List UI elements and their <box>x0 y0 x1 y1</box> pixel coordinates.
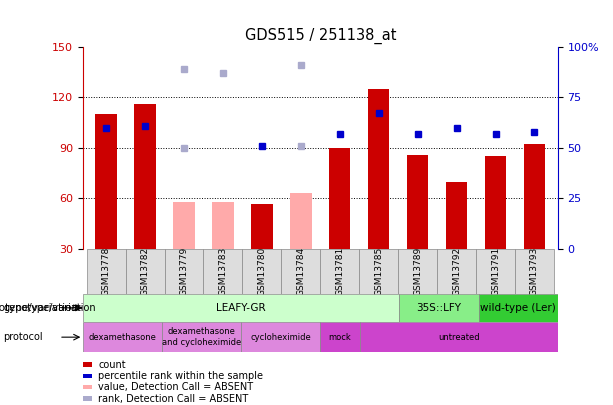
Text: protocol: protocol <box>3 332 43 342</box>
Text: value, Detection Call = ABSENT: value, Detection Call = ABSENT <box>98 382 253 392</box>
Text: GSM13789: GSM13789 <box>413 247 422 296</box>
Bar <box>321 249 359 294</box>
Bar <box>407 155 428 249</box>
Text: dexamethasone: dexamethasone <box>88 333 156 342</box>
Text: GSM13780: GSM13780 <box>257 247 267 296</box>
Text: LEAFY-GR: LEAFY-GR <box>216 303 266 313</box>
Bar <box>360 322 558 352</box>
Text: GSM13785: GSM13785 <box>374 247 383 296</box>
Text: percentile rank within the sample: percentile rank within the sample <box>98 371 263 381</box>
Text: dexamethasone
and cycloheximide: dexamethasone and cycloheximide <box>162 328 241 347</box>
Bar <box>368 89 389 249</box>
Bar <box>241 322 321 352</box>
Bar <box>359 249 398 294</box>
Text: wild-type (Ler): wild-type (Ler) <box>481 303 556 313</box>
Text: GSM13781: GSM13781 <box>335 247 345 296</box>
Bar <box>479 294 558 322</box>
Bar <box>162 322 241 352</box>
Bar <box>524 145 545 249</box>
Text: GSM13779: GSM13779 <box>180 247 189 296</box>
Bar <box>446 181 467 249</box>
Text: 35S::LFY: 35S::LFY <box>417 303 462 313</box>
Bar <box>290 194 311 249</box>
Bar <box>212 202 234 249</box>
Bar <box>476 249 515 294</box>
Text: GSM13784: GSM13784 <box>296 247 305 296</box>
Text: GSM13778: GSM13778 <box>102 247 110 296</box>
Bar <box>251 203 273 249</box>
Bar <box>86 249 126 294</box>
Text: GSM13791: GSM13791 <box>491 247 500 296</box>
Text: untreated: untreated <box>438 333 479 342</box>
Text: mock: mock <box>329 333 351 342</box>
Text: GSM13782: GSM13782 <box>140 247 150 296</box>
Bar <box>164 249 204 294</box>
Bar <box>173 202 195 249</box>
Bar <box>485 156 506 249</box>
Bar <box>329 148 351 249</box>
Bar <box>398 249 437 294</box>
Text: GSM13793: GSM13793 <box>530 247 539 296</box>
Text: GSM13792: GSM13792 <box>452 247 461 296</box>
Bar <box>437 249 476 294</box>
Text: genotype/variation: genotype/variation <box>0 303 78 313</box>
Bar <box>83 294 400 322</box>
Bar <box>321 322 360 352</box>
Bar <box>515 249 554 294</box>
Bar <box>126 249 164 294</box>
Bar <box>204 249 242 294</box>
Bar <box>96 114 117 249</box>
Title: GDS515 / 251138_at: GDS515 / 251138_at <box>245 28 396 44</box>
Text: cycloheximide: cycloheximide <box>250 333 311 342</box>
Bar <box>242 249 281 294</box>
Bar <box>281 249 321 294</box>
Text: GSM13783: GSM13783 <box>218 247 227 296</box>
Bar <box>83 322 162 352</box>
Bar <box>134 104 156 249</box>
Text: genotype/variation: genotype/variation <box>3 303 96 313</box>
Text: count: count <box>98 360 126 369</box>
Text: rank, Detection Call = ABSENT: rank, Detection Call = ABSENT <box>98 394 248 403</box>
Bar <box>400 294 479 322</box>
